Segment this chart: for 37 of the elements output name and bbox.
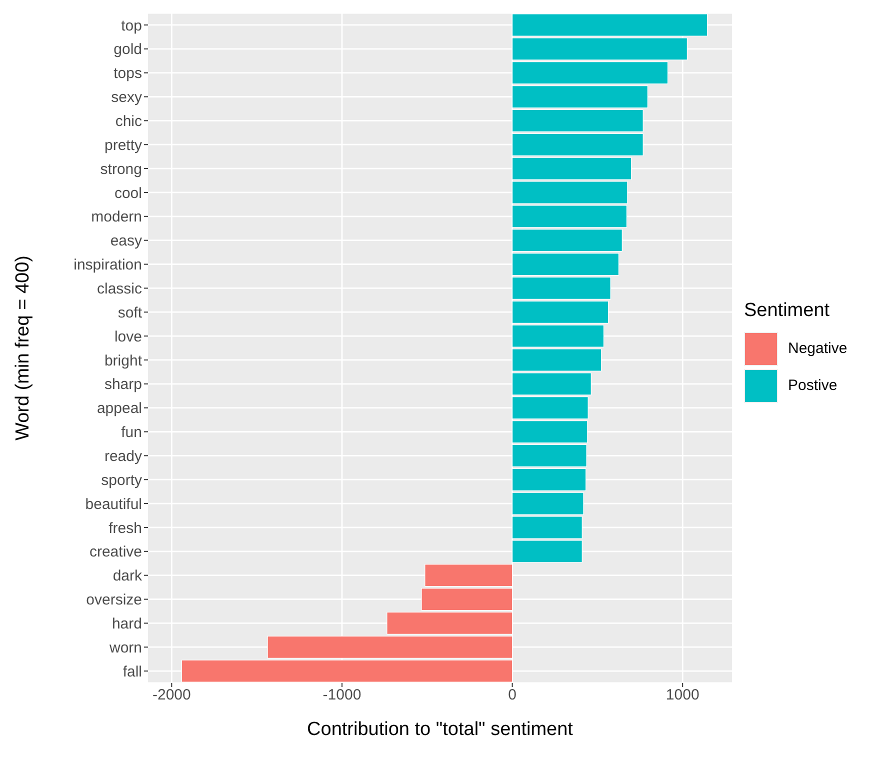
x-tick-label: -1000 [322, 686, 362, 704]
y-tick-label: gold [114, 41, 142, 58]
x-tick-label: 0 [508, 686, 516, 704]
y-tick-label: dark [112, 568, 142, 585]
y-tick-label: creative [89, 544, 142, 561]
y-tick-label: modern [91, 208, 142, 226]
y-tick-label: fun [121, 424, 142, 442]
x-axis-title: Contribution to "total" sentiment [307, 719, 574, 740]
y-tick-label: ready [104, 448, 142, 466]
y-tick-label: beautiful [85, 496, 142, 513]
y-tick-label: tops [114, 65, 142, 82]
x-tick-label: 1000 [666, 686, 700, 704]
y-tick-label: chic [115, 113, 142, 130]
y-tick-label: top [121, 17, 142, 34]
y-tick-label: love [114, 328, 142, 346]
y-tick-label: sharp [104, 376, 142, 394]
y-tick-label: easy [110, 232, 142, 250]
y-tick-label: strong [100, 160, 142, 178]
y-tick-label: fall [122, 663, 142, 680]
y-tick-label: oversize [86, 592, 142, 609]
y-tick-label: appeal [96, 400, 142, 418]
y-tick-label: sporty [101, 472, 142, 489]
y-tick-label: inspiration [74, 256, 142, 274]
x-tick-label: -2000 [152, 686, 191, 704]
y-tick-label: cool [114, 184, 142, 202]
y-tick-label: worn [108, 639, 142, 656]
y-tick-label: hard [112, 616, 142, 633]
legend-label: Postive [788, 377, 838, 394]
y-tick-label: bright [104, 352, 143, 370]
y-tick-label: fresh [108, 520, 142, 537]
legend-label: Negative [788, 340, 848, 357]
y-tick-label: soft [118, 304, 143, 322]
legend-title: Sentiment [744, 300, 831, 322]
y-tick-label: classic [96, 280, 142, 298]
y-tick-label: pretty [104, 136, 142, 154]
y-tick-label: sexy [111, 89, 142, 106]
y-axis-title: Word (min freq = 400) [12, 256, 34, 440]
